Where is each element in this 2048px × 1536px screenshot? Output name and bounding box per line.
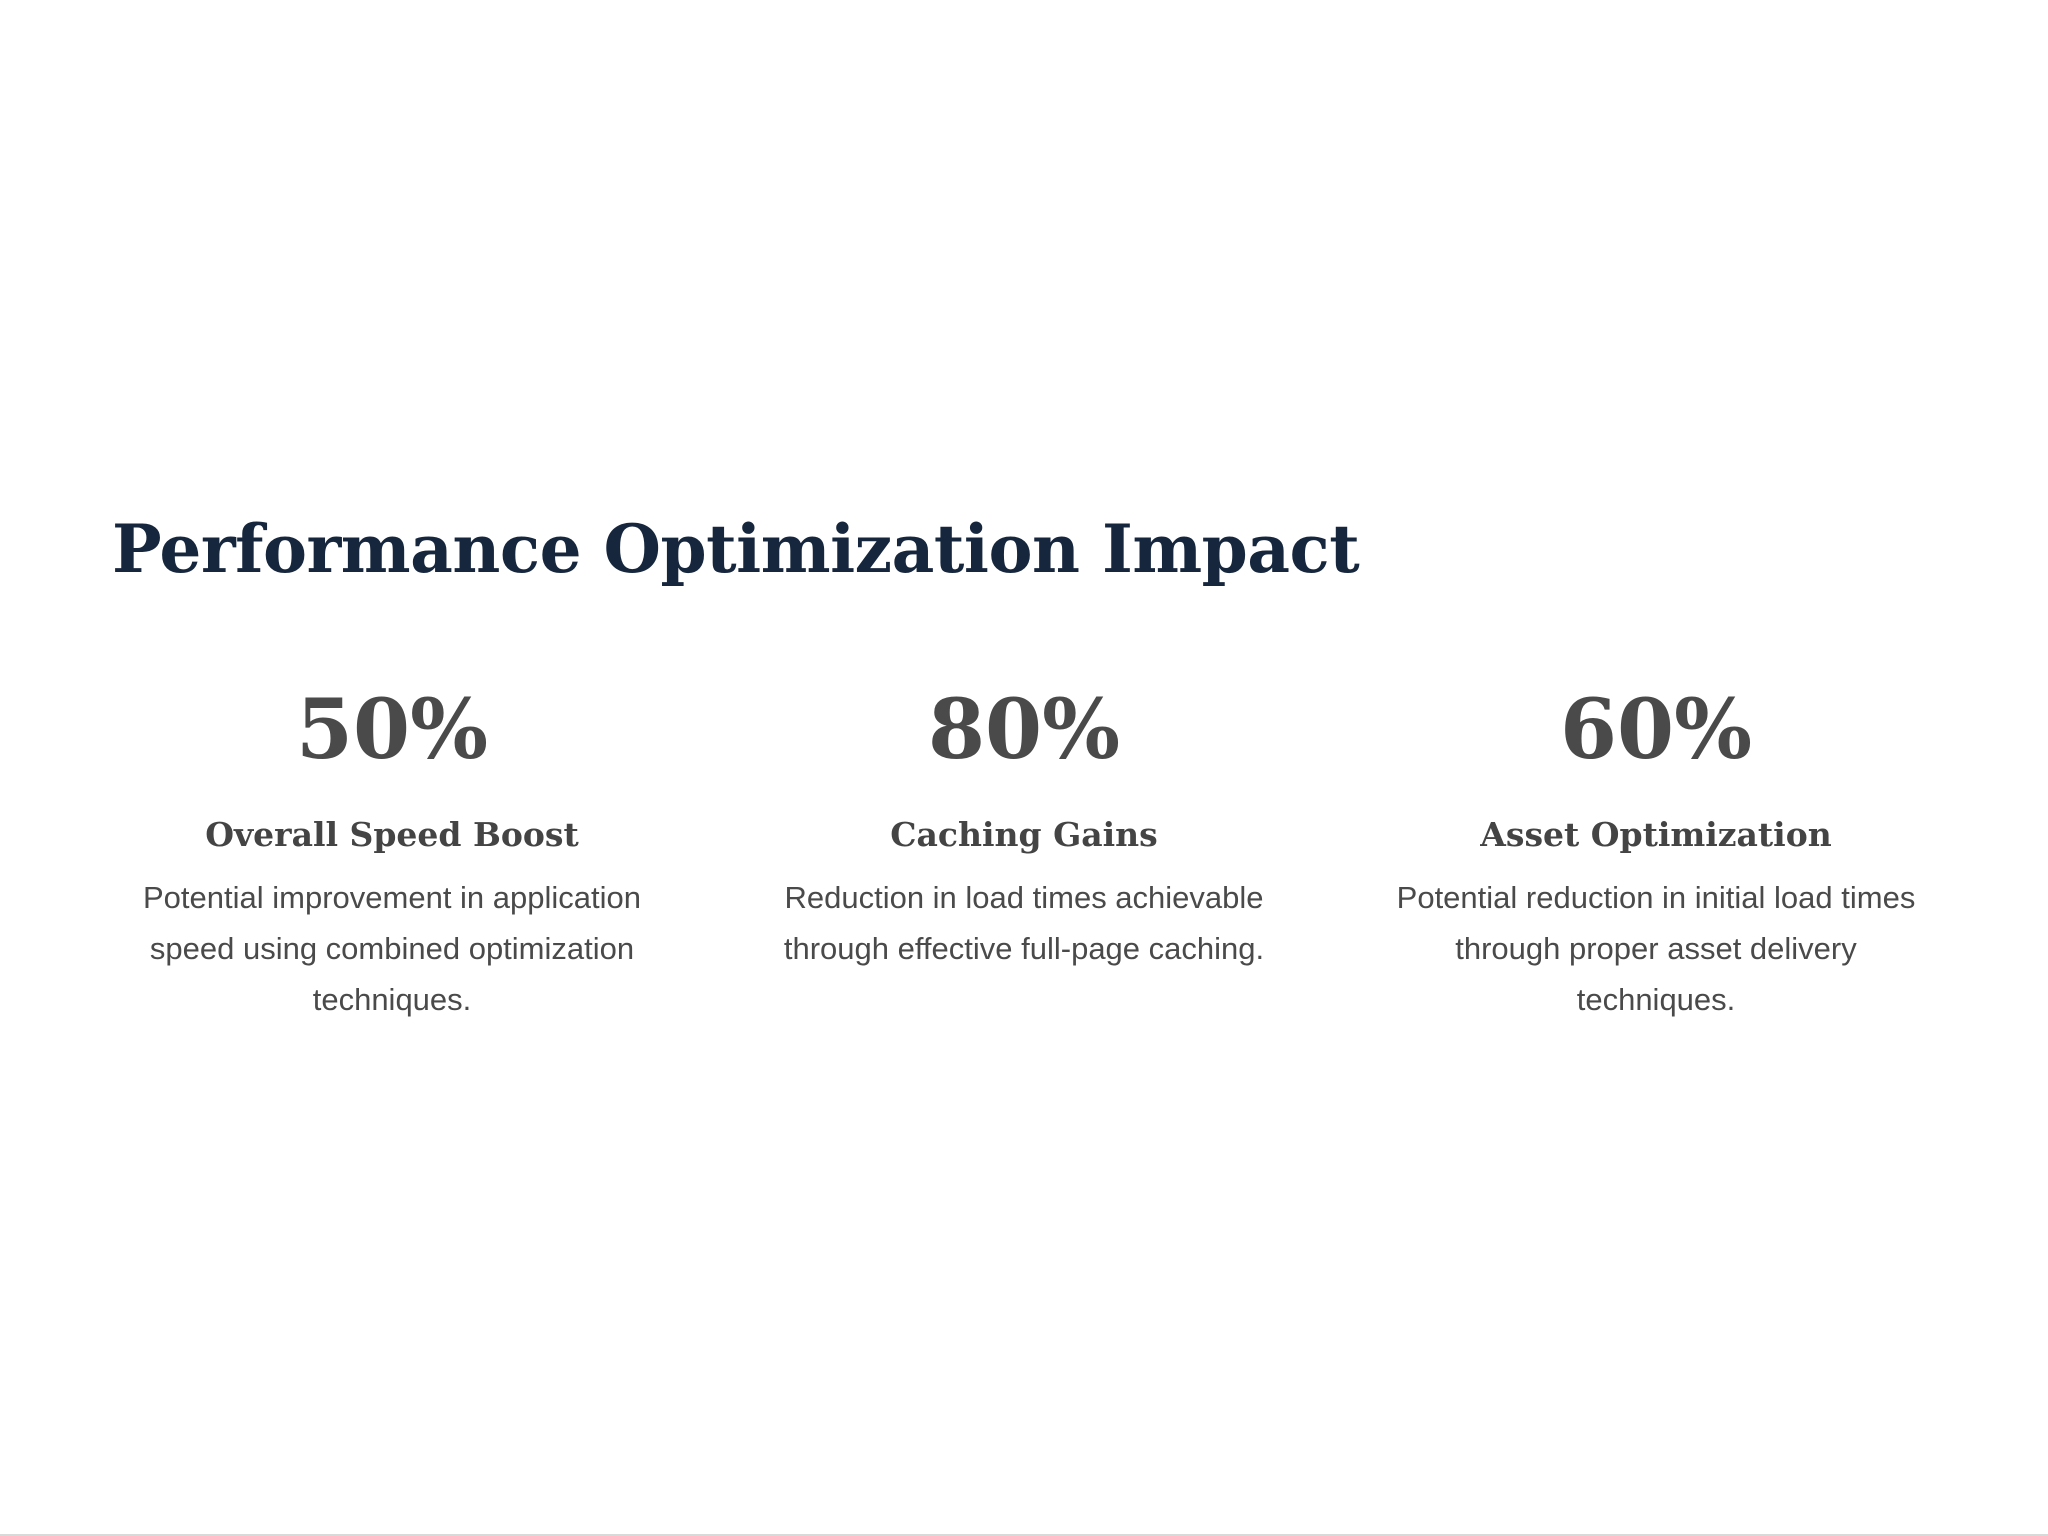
stat-label: Overall Speed Boost [205,815,579,854]
stat-description: Reduction in load times achievable throu… [783,880,1265,966]
stat-overall-speed-boost: 50% Overall Speed Boost Potential improv… [112,670,672,1025]
stat-label: Caching Gains [890,815,1158,854]
stats-row: 50% Overall Speed Boost Potential improv… [112,670,1936,1025]
stat-asset-optimization: 60% Asset Optimization Potential reducti… [1376,670,1936,1025]
stat-value: 60% [1559,682,1753,778]
stat-value: 50% [295,682,489,778]
stat-description: Potential improvement in application spe… [143,880,641,1017]
stat-caching-gains: 80% Caching Gains Reduction in load time… [744,670,1304,1025]
bottom-divider [0,1534,2048,1536]
stat-label: Asset Optimization [1480,815,1832,854]
stat-value: 80% [927,682,1121,778]
stat-description: Potential reduction in initial load time… [1396,880,1916,1017]
section-title: Performance Optimization Impact [112,510,1360,588]
